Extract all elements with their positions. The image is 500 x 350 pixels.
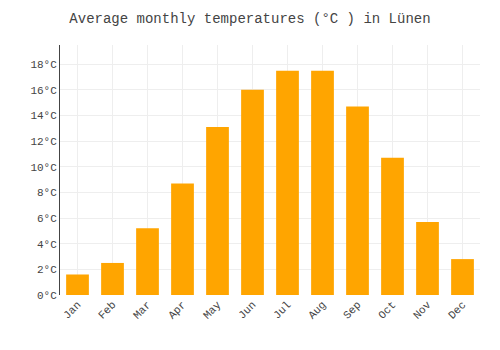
svg-text:10°C: 10°C — [30, 162, 57, 174]
svg-text:Average monthly temperatures (: Average monthly temperatures (°C ) in Lü… — [69, 11, 430, 27]
svg-text:Mar: Mar — [131, 299, 153, 321]
svg-text:16°C: 16°C — [30, 85, 57, 97]
svg-text:Dec: Dec — [446, 299, 468, 321]
svg-text:Aug: Aug — [306, 299, 328, 321]
svg-text:0°C: 0°C — [37, 290, 57, 302]
svg-text:Apr: Apr — [166, 299, 188, 321]
svg-text:4°C: 4°C — [37, 239, 57, 251]
svg-text:12°C: 12°C — [30, 136, 57, 148]
svg-text:Jan: Jan — [61, 299, 83, 321]
svg-text:May: May — [201, 299, 224, 322]
svg-text:Nov: Nov — [411, 299, 434, 322]
svg-text:Feb: Feb — [96, 299, 118, 321]
svg-text:8°C: 8°C — [37, 187, 57, 199]
svg-text:Sep: Sep — [341, 299, 363, 321]
svg-text:Jun: Jun — [236, 299, 258, 321]
svg-text:2°C: 2°C — [37, 264, 57, 276]
svg-text:14°C: 14°C — [30, 110, 57, 122]
svg-text:Oct: Oct — [376, 299, 398, 321]
svg-text:6°C: 6°C — [37, 213, 57, 225]
svg-text:Jul: Jul — [271, 299, 293, 321]
svg-text:18°C: 18°C — [30, 59, 57, 71]
